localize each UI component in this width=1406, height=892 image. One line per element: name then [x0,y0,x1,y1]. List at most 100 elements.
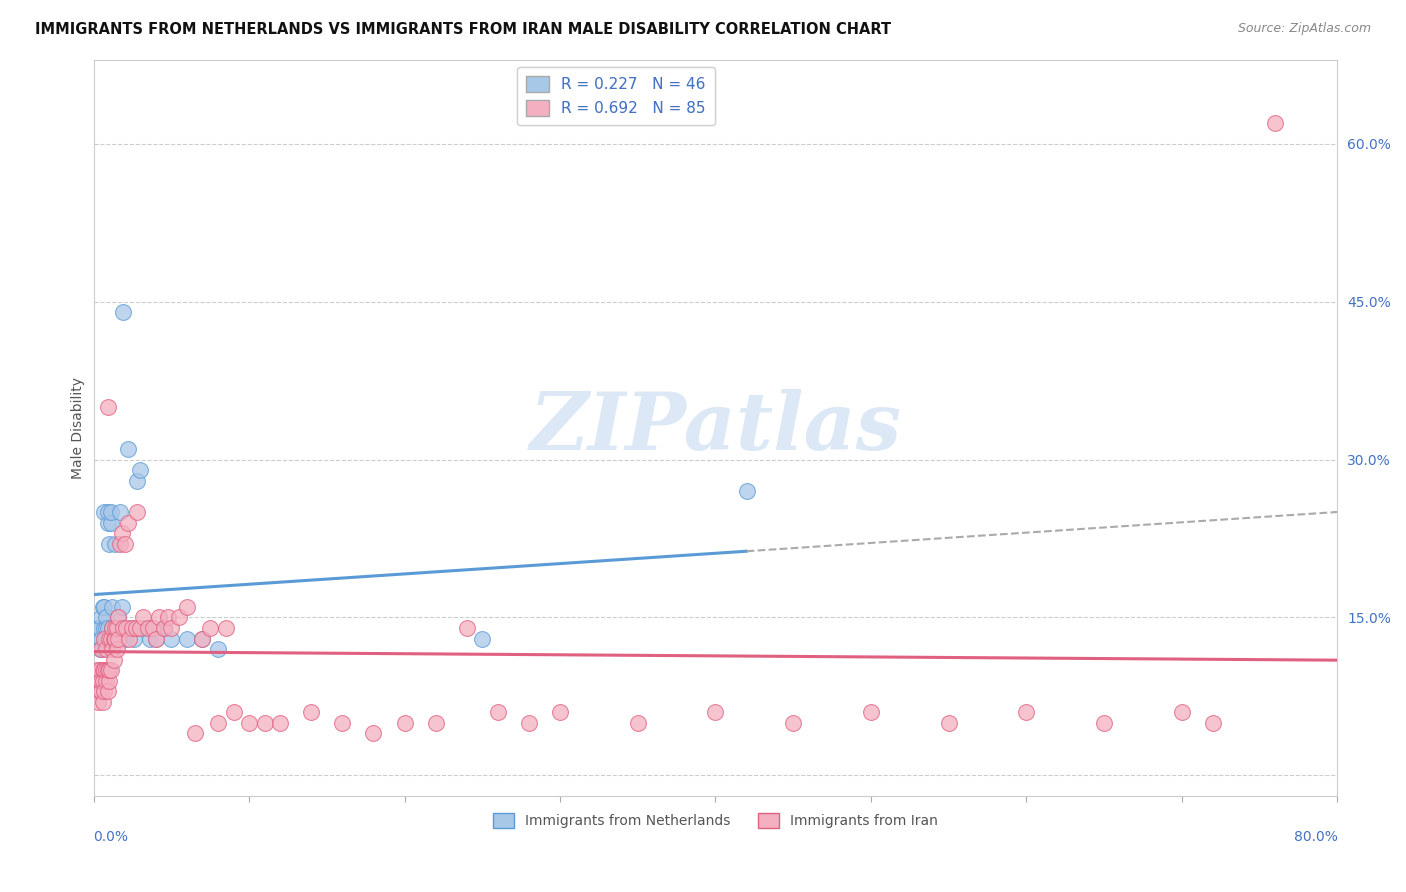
Point [938,715,960,730]
Point [104,537,127,551]
Point [94,663,117,677]
Point [114,537,136,551]
Point [157,610,180,624]
Point [152,621,174,635]
Point [176,632,198,646]
Text: IMMIGRANTS FROM NETHERLANDS VS IMMIGRANTS FROM IRAN MALE DISABILITY CORRELATION : IMMIGRANTS FROM NETHERLANDS VS IMMIGRANT… [35,22,891,37]
Point [207,642,229,657]
Point [90,642,112,657]
Point [330,715,353,730]
Point [207,715,229,730]
Point [90,684,112,698]
Point [704,705,727,719]
Point [91,599,114,614]
Point [87,695,110,709]
Point [138,632,160,646]
Point [107,610,129,624]
Point [425,715,447,730]
Point [98,632,121,646]
Point [89,684,111,698]
Point [101,621,124,635]
Point [89,642,111,657]
Point [627,715,650,730]
Point [176,599,198,614]
Point [93,621,115,635]
Point [91,673,114,688]
Text: ZIPatlas: ZIPatlas [530,389,901,467]
Point [129,621,152,635]
Point [160,632,183,646]
Point [97,663,120,677]
Point [105,642,128,657]
Point [238,715,260,730]
Point [86,663,108,677]
Point [89,621,111,635]
Point [117,516,139,530]
Point [105,621,128,635]
Point [108,505,131,519]
Point [167,610,190,624]
Point [117,442,139,456]
Point [97,516,120,530]
Point [94,621,117,635]
Point [183,726,205,740]
Point [93,505,115,519]
Point [110,599,132,614]
Text: 0.0%: 0.0% [94,830,128,844]
Point [98,663,121,677]
Point [93,663,115,677]
Point [121,621,143,635]
Point [145,632,167,646]
Point [160,621,183,635]
Point [124,621,146,635]
Point [136,621,159,635]
Point [152,621,174,635]
Point [269,715,291,730]
Point [103,652,125,666]
Point [110,526,132,541]
Point [97,505,120,519]
Point [112,621,135,635]
Point [456,621,478,635]
Point [90,673,112,688]
Point [782,715,804,730]
Point [107,632,129,646]
Point [215,621,238,635]
Point [253,715,276,730]
Point [93,599,115,614]
Point [486,705,509,719]
Point [86,684,108,698]
Point [191,632,214,646]
Point [118,632,141,646]
Point [100,663,122,677]
Point [114,632,136,646]
Point [94,673,117,688]
Point [122,632,145,646]
Point [198,621,221,635]
Point [104,621,127,635]
Point [735,484,758,499]
Point [90,610,112,624]
Point [101,599,124,614]
Point [108,537,131,551]
Text: 80.0%: 80.0% [1294,830,1337,844]
Point [145,632,167,646]
Y-axis label: Male Disability: Male Disability [72,377,86,479]
Point [87,673,110,688]
Point [89,663,111,677]
Point [103,632,125,646]
Point [129,463,152,477]
Point [127,505,149,519]
Point [120,621,142,635]
Point [394,715,416,730]
Point [115,621,138,635]
Point [299,705,322,719]
Point [90,632,112,646]
Point [363,726,385,740]
Point [100,505,122,519]
Point [132,610,155,624]
Point [93,684,115,698]
Point [548,705,571,719]
Point [1264,116,1286,130]
Point [100,632,122,646]
